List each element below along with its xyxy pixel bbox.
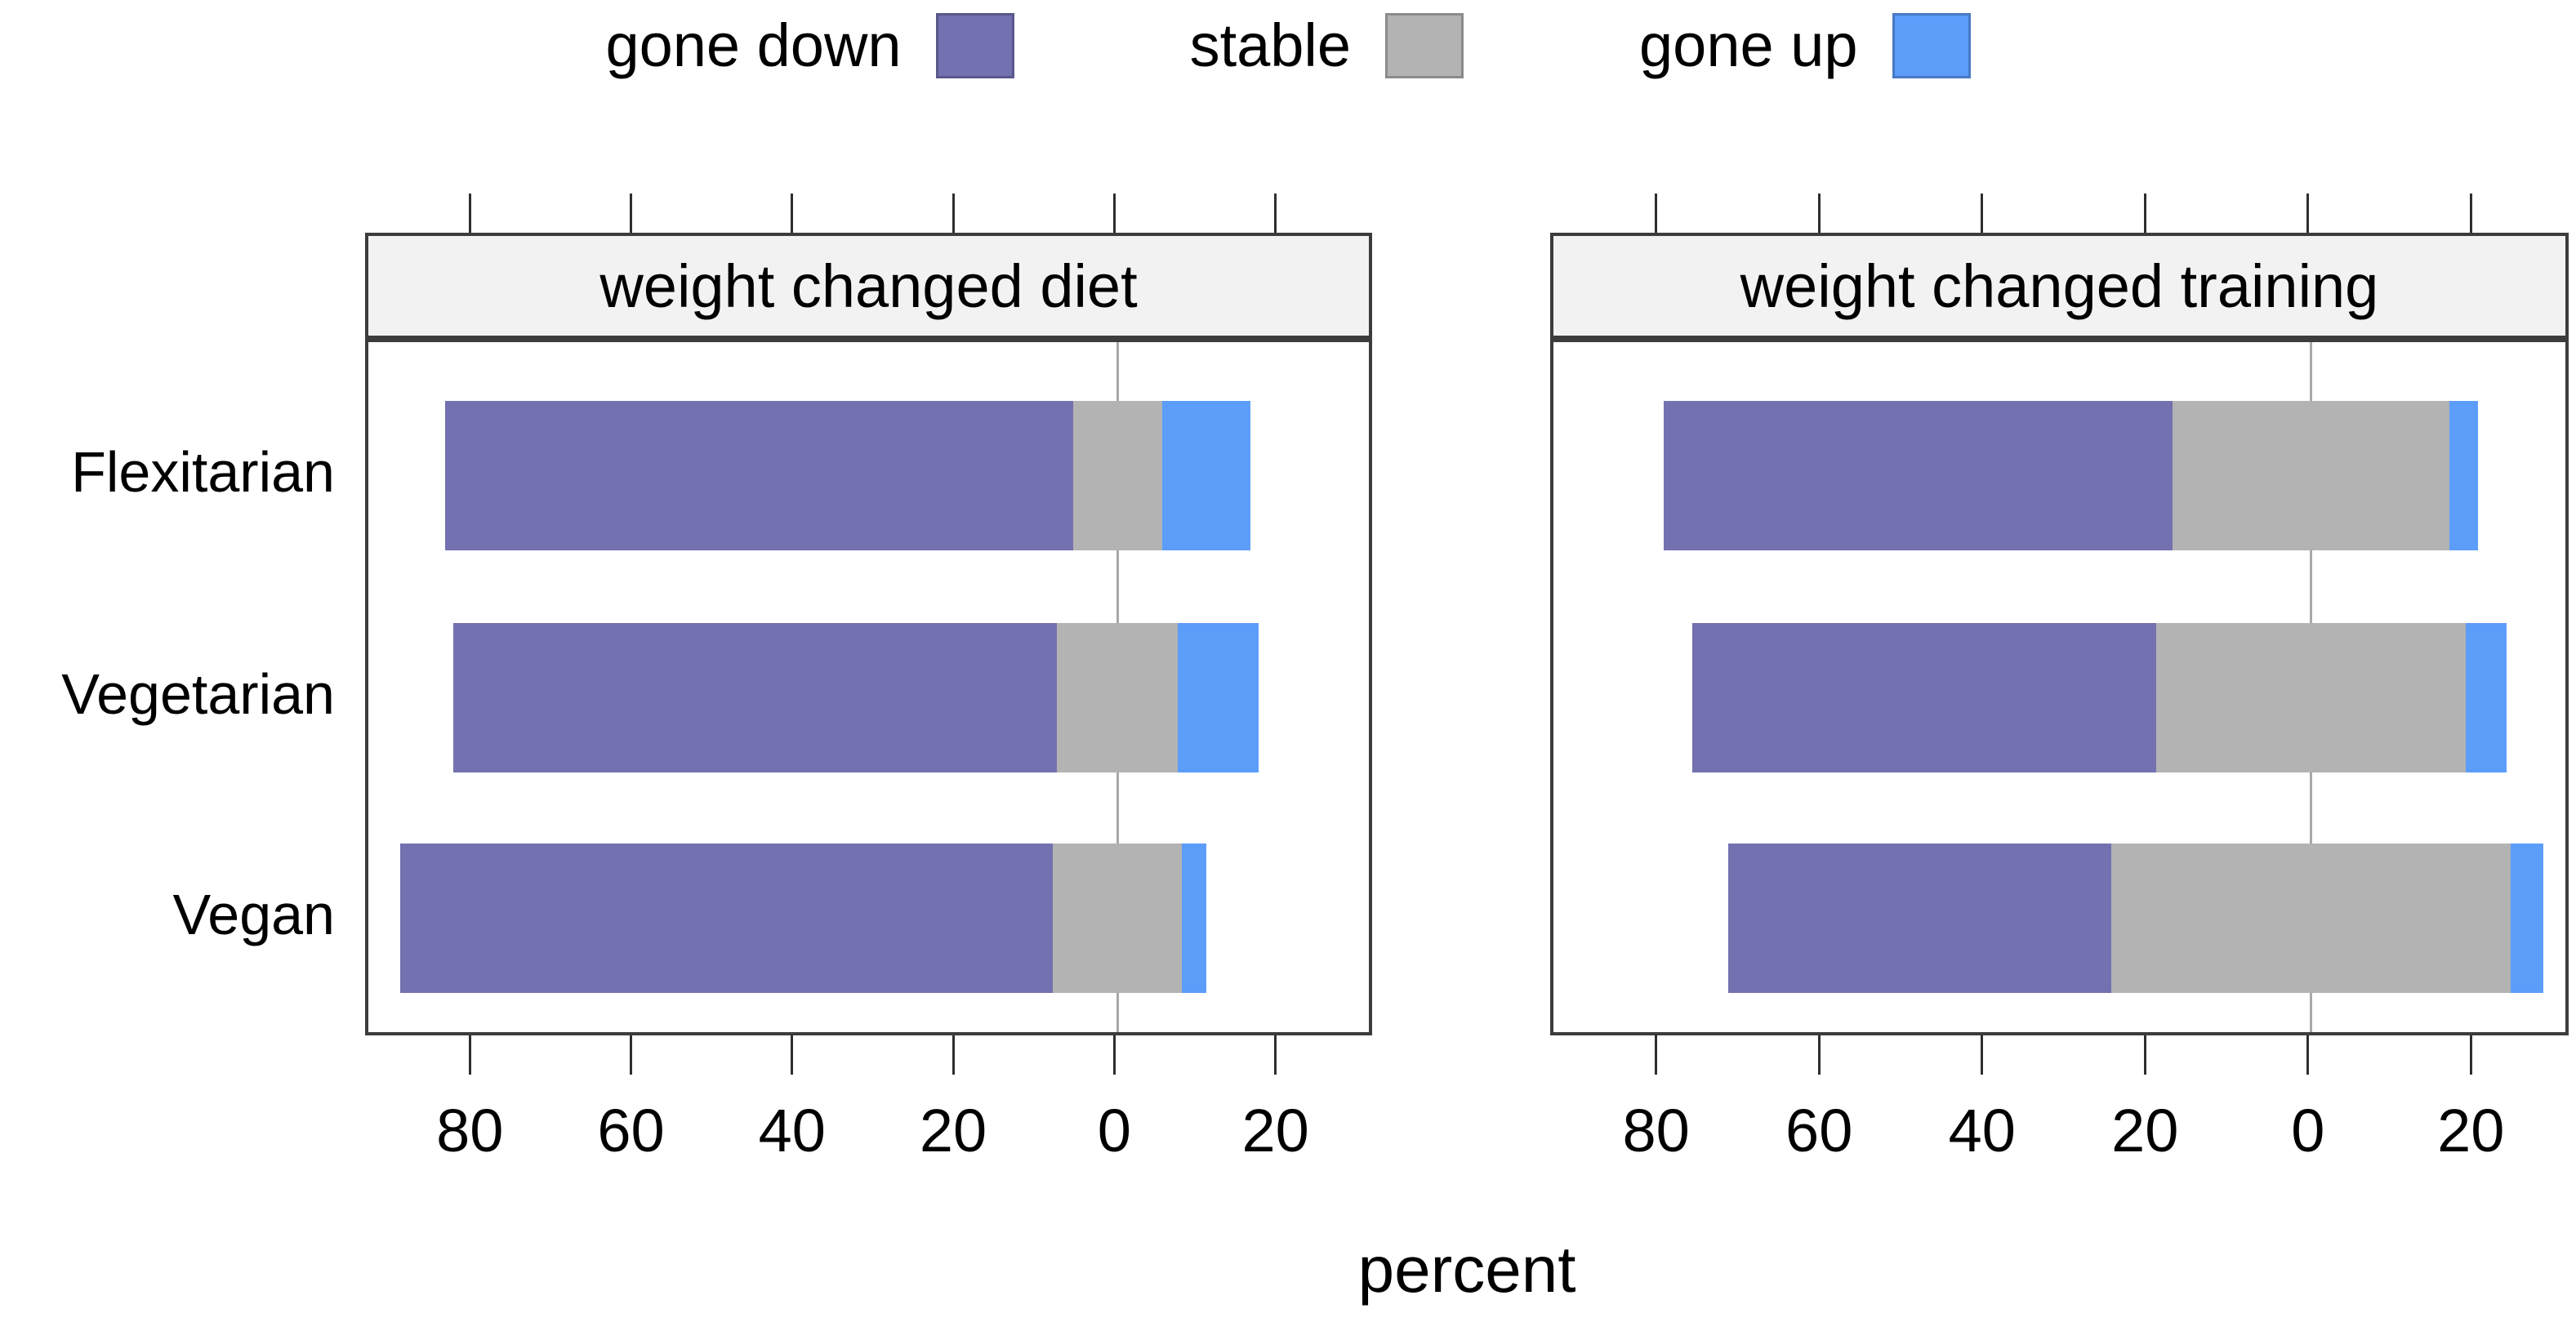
bar-segment-stable bbox=[1073, 400, 1162, 550]
panel-title: weight changed diet bbox=[599, 252, 1138, 320]
bar-segment-stable bbox=[2156, 622, 2467, 772]
x-axis-tick-top bbox=[1981, 194, 1984, 233]
x-axis-tick-bottom bbox=[2306, 1035, 2310, 1075]
bar-vegan bbox=[1728, 843, 2544, 993]
bar-segment-gone-down bbox=[452, 622, 1058, 772]
x-axis-tick-label: 20 bbox=[1241, 1097, 1309, 1164]
legend-label: gone down bbox=[605, 11, 902, 79]
x-axis-tick-label: 0 bbox=[2291, 1097, 2325, 1164]
legend-label: stable bbox=[1189, 11, 1352, 79]
x-axis-tick-label: 60 bbox=[597, 1097, 665, 1164]
x-axis-tick-label: 20 bbox=[919, 1097, 987, 1164]
x-axis-tick-top bbox=[952, 194, 955, 233]
x-axis-tick-bottom bbox=[791, 1035, 794, 1075]
bar-vegetarian bbox=[452, 622, 1259, 772]
legend-swatch-gone-down bbox=[935, 13, 1014, 78]
x-axis-tick-top bbox=[1655, 194, 1658, 233]
x-axis-tick-bottom bbox=[1112, 1035, 1116, 1075]
x-axis-tick-label: 20 bbox=[2437, 1097, 2505, 1164]
x-axis-tick-top bbox=[1817, 194, 1821, 233]
bar-segment-gone-down bbox=[444, 400, 1074, 550]
bar-segment-gone-down bbox=[1663, 400, 2173, 550]
legend-swatch-gone-up bbox=[1892, 13, 1971, 78]
bar-segment-gone-up bbox=[2511, 843, 2544, 993]
legend-item: gone up bbox=[1639, 13, 1971, 78]
bar-segment-stable bbox=[1053, 843, 1183, 993]
x-axis-tick-bottom bbox=[2469, 1035, 2472, 1075]
bar-segment-gone-down bbox=[1728, 843, 2112, 993]
bar-segment-gone-up bbox=[2466, 622, 2507, 772]
legend-label: gone up bbox=[1639, 11, 1858, 79]
x-axis-tick-label: 80 bbox=[1622, 1097, 1690, 1164]
x-axis-tick-bottom bbox=[1274, 1035, 1277, 1075]
bar-segment-stable bbox=[2111, 843, 2511, 993]
x-axis-tick-label: 40 bbox=[1948, 1097, 2016, 1164]
panel-plot bbox=[1550, 339, 2569, 1035]
x-axis-tick-bottom bbox=[468, 1035, 471, 1075]
x-axis-tick-top bbox=[468, 194, 471, 233]
x-axis-tick-top bbox=[791, 194, 794, 233]
bar-vegetarian bbox=[1691, 622, 2507, 772]
x-axis-tick-top bbox=[2469, 194, 2472, 233]
x-axis-tick-bottom bbox=[952, 1035, 955, 1075]
panel-title: weight changed training bbox=[1740, 252, 2379, 320]
x-axis-tick-bottom bbox=[1981, 1035, 1984, 1075]
x-axis-tick-label: 80 bbox=[436, 1097, 504, 1164]
x-axis-tick-bottom bbox=[2143, 1035, 2146, 1075]
bar-segment-gone-up bbox=[2449, 400, 2479, 550]
chart-legend: gone down stable gone up bbox=[0, 0, 2576, 91]
x-axis-tick-bottom bbox=[630, 1035, 632, 1075]
x-axis-tick-bottom bbox=[1817, 1035, 1821, 1075]
bar-flexitarian bbox=[444, 400, 1251, 550]
x-axis-tick-label: 0 bbox=[1097, 1097, 1131, 1164]
x-axis-tick-top bbox=[1274, 194, 1277, 233]
bar-segment-gone-up bbox=[1161, 400, 1251, 550]
panel-strip: weight changed diet bbox=[365, 233, 1372, 339]
bar-segment-gone-down bbox=[400, 843, 1054, 993]
bar-segment-gone-up bbox=[1178, 622, 1259, 772]
x-axis-tick-top bbox=[1112, 194, 1116, 233]
x-axis-tick-top bbox=[2143, 194, 2146, 233]
x-axis-tick-label: 20 bbox=[2111, 1097, 2179, 1164]
bar-segment-stable bbox=[2173, 400, 2450, 550]
x-axis-tick-label: 60 bbox=[1785, 1097, 1853, 1164]
panel-strip: weight changed training bbox=[1550, 233, 2569, 339]
y-axis-label: Flexitarian bbox=[71, 440, 335, 504]
x-axis-title: percent bbox=[1357, 1233, 1576, 1306]
y-axis-label: Vegetarian bbox=[61, 662, 335, 726]
legend-swatch-stable bbox=[1385, 13, 1464, 78]
panel-plot bbox=[365, 339, 1372, 1035]
y-axis-label: Vegan bbox=[172, 883, 335, 946]
x-axis-tick-top bbox=[630, 194, 632, 233]
bar-segment-stable bbox=[1057, 622, 1179, 772]
bar-flexitarian bbox=[1663, 400, 2479, 550]
x-axis-tick-label: 40 bbox=[758, 1097, 826, 1164]
bar-segment-gone-up bbox=[1182, 843, 1206, 993]
x-axis-tick-bottom bbox=[1655, 1035, 1658, 1075]
x-axis-tick-top bbox=[2306, 194, 2310, 233]
legend-item: gone down bbox=[605, 13, 1014, 78]
bar-segment-gone-down bbox=[1691, 622, 2157, 772]
bar-vegan bbox=[400, 843, 1206, 993]
legend-item: stable bbox=[1190, 13, 1464, 78]
